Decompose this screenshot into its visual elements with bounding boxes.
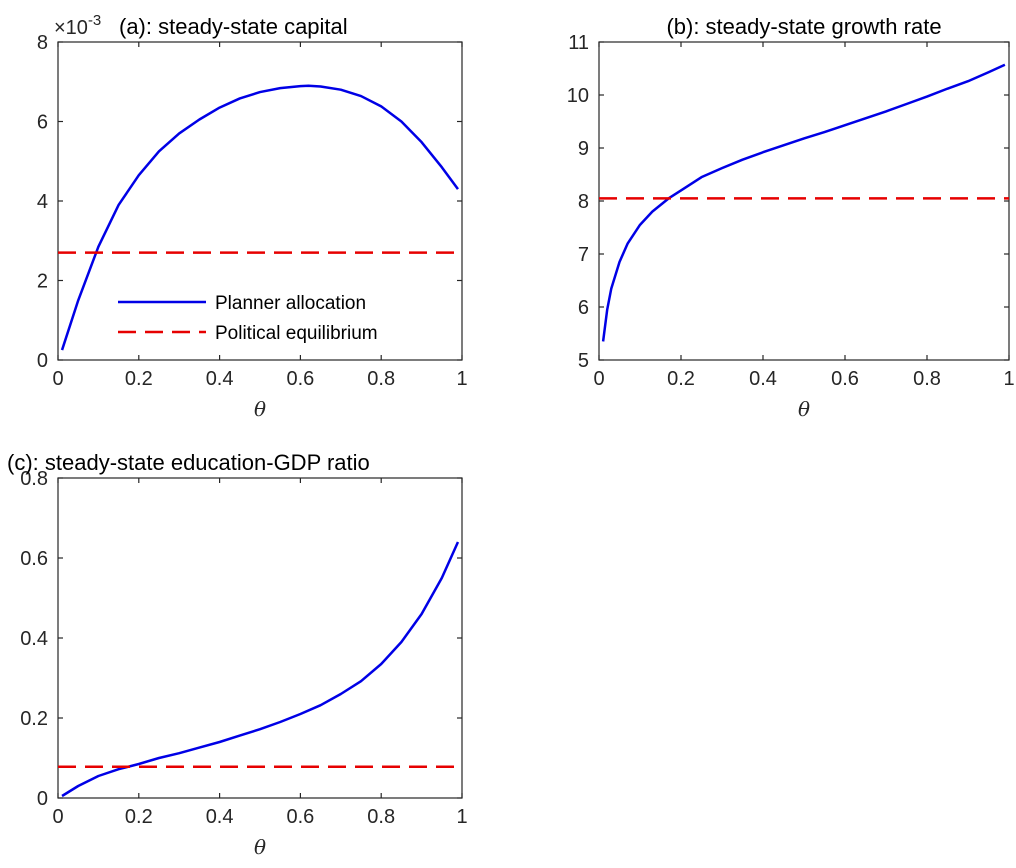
axes-box	[57, 41, 463, 361]
x-tick-label: 1	[456, 368, 467, 390]
y-tick-label: 9	[578, 138, 589, 160]
x-tick-label: 0.2	[125, 806, 153, 828]
x-tick-label: 1	[1003, 368, 1014, 390]
y-tick-label: 0.6	[20, 548, 48, 570]
x-tick-label: 0.6	[286, 806, 314, 828]
y-tick-label: 6	[37, 112, 48, 134]
y-tick-label: 10	[567, 85, 589, 107]
y-tick-label: 7	[578, 244, 589, 266]
x-tick-label: 0.4	[749, 368, 777, 390]
y-tick-label: 5	[578, 350, 589, 372]
chart-panel-2: 0 0.2 0.4 0.6 0.8 1 5 6 7 8 9 10 11 θ (b): steady-stat…	[567, 14, 1015, 421]
x-axis-label: θ	[254, 835, 266, 859]
chart-title: (c): steady-state education-GDP ratio	[7, 450, 370, 475]
x-tick-label: 1	[456, 806, 467, 828]
x-tick-label: 0.4	[206, 368, 234, 390]
x-tick-label: 0.2	[667, 368, 695, 390]
x-tick-label: 0.6	[286, 368, 314, 390]
y-exponent-label: ×10-3	[54, 12, 101, 39]
legend: Planner allocation Political equilibrium	[118, 293, 378, 344]
series-line-planner-allocation	[60, 84, 459, 351]
x-tick-label: 0	[52, 368, 63, 390]
x-tick-label: 0.8	[367, 368, 395, 390]
x-tick-label: 0	[52, 806, 63, 828]
y-tick-label: 0.8	[20, 468, 48, 490]
y-exponent-power: -3	[88, 12, 101, 29]
chart-panel-3: 0 0.2 0.4 0.6 0.8 1 0 0.2 0.4 0.6 0.8 θ (c): steady-…	[7, 450, 468, 859]
y-tick-label: 0.4	[20, 628, 48, 650]
legend-label-political: Political equilibrium	[215, 323, 378, 344]
chart-title: (b): steady-state growth rate	[666, 14, 941, 39]
x-tick-label: 0.2	[125, 368, 153, 390]
x-axis-label: θ	[254, 397, 266, 421]
y-tick-label: 6	[578, 297, 589, 319]
x-tick-label: 0.4	[206, 806, 234, 828]
x-tick-label: 0.8	[913, 368, 941, 390]
x-tick-label: 0	[593, 368, 604, 390]
series-line-planner-allocation	[601, 63, 1006, 342]
y-tick-label: 11	[568, 32, 589, 54]
legend-label-planner: Planner allocation	[215, 293, 366, 314]
y-tick-label: 2	[37, 271, 48, 293]
y-tick-label: 8	[578, 191, 589, 213]
y-tick-label: 8	[37, 32, 48, 54]
x-tick-label: 0.6	[831, 368, 859, 390]
chart-panel-1: 0 0.2 0.4 0.6 0.8 1 0 2 4 6 8 θ ×10-3 (a): steady-sta…	[37, 12, 468, 421]
y-tick-label: 4	[37, 191, 48, 213]
axes-box	[57, 477, 463, 799]
chart-title: (a): steady-state capital	[119, 14, 348, 39]
x-axis-label: θ	[798, 397, 810, 421]
y-tick-label: 0	[37, 350, 48, 372]
x-tick-label: 0.8	[367, 806, 395, 828]
y-tick-label: 0.2	[20, 708, 48, 730]
y-tick-label: 0	[37, 788, 48, 810]
